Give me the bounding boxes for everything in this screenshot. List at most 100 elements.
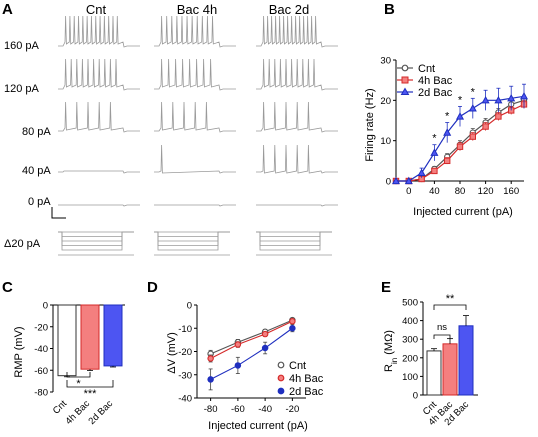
series-line-2d-bac	[210, 327, 293, 380]
y-tick-label: 200	[402, 353, 418, 364]
bar-cnt	[57, 304, 77, 377]
data-point-2d-bac	[507, 93, 516, 102]
legend-label-cnt: Cnt	[289, 360, 306, 372]
significance-marker: **	[446, 293, 455, 305]
panel-e-letter: E	[381, 279, 391, 296]
current-step-trace	[58, 231, 134, 237]
voltage-change-chart: 0 -10 -20 -30 -40 -80 -60 -40 -20	[178, 301, 306, 415]
bar-2d-bac	[458, 325, 474, 396]
panel-b-legend: Cnt 4h Bac 2d Bac	[397, 63, 453, 99]
x-tick-label: -20	[286, 404, 300, 415]
legend-marker-4h-bac	[401, 76, 409, 84]
panel-d-xlabel: Injected current (pA)	[208, 420, 308, 432]
significance-bracket	[66, 372, 91, 378]
current-step-trace	[154, 231, 230, 251]
firing-rate-chart: 0 40 80 120 160 0 10 20 30 * * * *	[380, 56, 529, 197]
bar-4h-bac	[442, 343, 458, 396]
scale-bar	[51, 207, 66, 219]
data-point-4h-bac	[207, 355, 214, 362]
condition-label-bac2d: Bac 2d	[269, 2, 309, 17]
y-tick-label: 30	[380, 56, 391, 67]
data-point-2d-bac	[430, 148, 439, 156]
y-tick-label: 0	[386, 177, 391, 188]
legend-label-4h-bac: 4h Bac	[289, 373, 324, 385]
data-point-4h-bac	[456, 143, 464, 150]
panel-c-ylabel: RMP (mV)	[13, 326, 25, 377]
voltage-traces	[58, 15, 338, 207]
y-tick-label: 500	[402, 298, 418, 309]
data-point-2d-bac	[468, 104, 477, 112]
voltage-trace	[58, 204, 140, 207]
x-tick-label: -60	[231, 404, 245, 415]
significance-marker: ns	[437, 322, 447, 333]
y-tick-label: -80	[34, 388, 48, 399]
significance-marker: ***	[84, 388, 98, 400]
panel-c-letter: C	[2, 279, 13, 296]
voltage-trace	[58, 101, 140, 133]
y-tick-label: -60	[34, 366, 48, 377]
series-line-4h-bac	[210, 320, 293, 359]
voltage-trace	[58, 170, 140, 174]
panel-a: A Cnt Bac 4h Bac 2d 160 pA 120 pA 80 pA …	[2, 1, 338, 256]
data-point-2d-bac	[455, 112, 465, 120]
y-tick-label: -20	[34, 322, 48, 333]
condition-label-cnt: Cnt	[86, 2, 107, 17]
data-point-2d-bac	[519, 91, 529, 100]
voltage-trace	[154, 144, 236, 174]
series-line-cnt	[210, 319, 293, 355]
x-tick-label: 120	[478, 186, 494, 197]
y-tick-label: -40	[34, 344, 48, 355]
legend-marker-2d-bac	[400, 87, 410, 95]
y-tick-label: 100	[402, 372, 418, 383]
x-category-label-cnt: Cnt	[51, 398, 69, 416]
voltage-trace	[256, 144, 338, 174]
panel-a-letter: A	[2, 1, 13, 18]
condition-label-bac4h: Bac 4h	[177, 2, 217, 17]
significance-marker: *	[458, 94, 463, 106]
legend-marker-cnt	[277, 361, 285, 369]
data-point-4h-bac	[261, 330, 269, 338]
voltage-trace	[154, 101, 236, 133]
legend-label-cnt: Cnt	[418, 63, 435, 75]
x-tick-label: 80	[455, 186, 466, 197]
row-label-120pa: 120 pA	[4, 83, 40, 95]
panel-d-letter: D	[147, 279, 158, 296]
y-tick-label: 0	[187, 301, 192, 312]
panel-e-ylabel: Rin (MΩ)	[383, 330, 399, 372]
data-point-2d-bac	[261, 344, 269, 352]
data-point-2d-bac	[404, 176, 413, 185]
panel-d-ylabel: ΔV (mV)	[166, 332, 178, 374]
voltage-trace	[256, 204, 338, 207]
legend-marker-4h-bac	[277, 374, 285, 382]
current-step-trace	[154, 231, 230, 246]
data-point-4h-bac	[495, 113, 502, 120]
significance-bracket	[433, 304, 467, 310]
y-tick-label: -10	[178, 324, 192, 335]
y-tick-label: 400	[402, 316, 418, 327]
data-point-2d-bac	[207, 376, 214, 383]
voltage-trace	[154, 204, 236, 207]
row-label-step-20pa: Δ20 pA	[4, 238, 41, 250]
data-point-2d-bac	[494, 95, 503, 104]
y-tick-label: -20	[178, 347, 192, 358]
data-point-2d-bac	[289, 324, 296, 332]
y-tick-label: -40	[178, 394, 192, 405]
bar-2d-bac	[103, 304, 123, 367]
data-point-4h-bac	[469, 133, 477, 140]
significance-marker: *	[445, 111, 450, 123]
current-step-trace	[58, 231, 134, 251]
current-step-trace	[154, 231, 230, 237]
x-category-label-2d-bac: 2d Bac	[86, 398, 115, 427]
current-step-trace	[256, 231, 332, 251]
significance-bracket	[433, 334, 451, 339]
data-point-2d-bac	[391, 176, 401, 185]
data-point-4h-bac	[482, 123, 489, 130]
row-label-40pa: 40 pA	[22, 165, 51, 177]
data-point-4h-bac	[431, 167, 438, 175]
voltage-trace	[154, 58, 236, 91]
current-step-protocols	[58, 231, 332, 256]
